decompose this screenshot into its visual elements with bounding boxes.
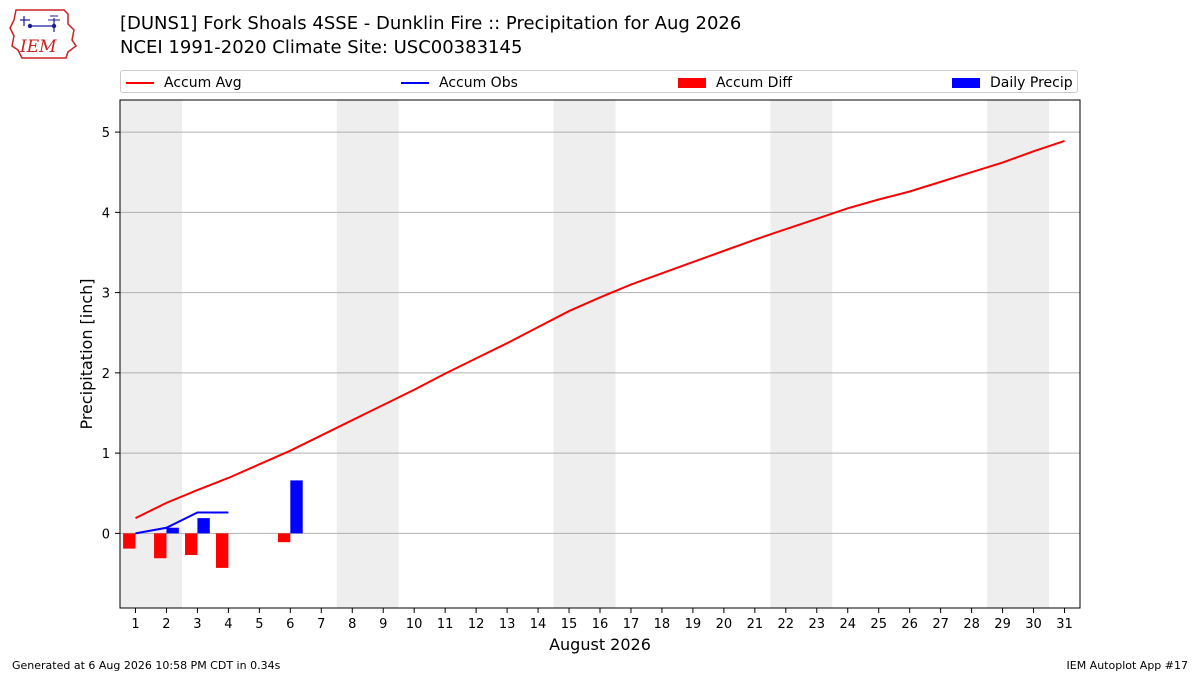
legend-swatch-accum-avg xyxy=(126,81,154,84)
x-tick-label-29: 29 xyxy=(994,617,1011,632)
app-credit: IEM Autoplot App #17 xyxy=(1066,659,1189,672)
generated-timestamp: Generated at 6 Aug 2026 10:58 PM CDT in … xyxy=(12,659,281,672)
x-tick-label-10: 10 xyxy=(406,617,423,632)
svg-text:IEM: IEM xyxy=(19,37,57,57)
x-tick-label-25: 25 xyxy=(870,617,887,632)
x-tick-label-20: 20 xyxy=(716,617,733,632)
accum-diff-bar-1 xyxy=(123,533,136,549)
x-tick-label-21: 21 xyxy=(747,617,764,632)
x-tick-label-3: 3 xyxy=(193,617,201,632)
x-tick-label-16: 16 xyxy=(592,617,609,632)
x-tick-label-14: 14 xyxy=(530,617,547,632)
daily-precip-bar-2 xyxy=(166,527,179,534)
chart-subtitle: NCEI 1991-2020 Climate Site: USC00383145 xyxy=(120,37,523,58)
x-tick-label-28: 28 xyxy=(963,617,980,632)
x-tick-label-30: 30 xyxy=(1025,617,1042,632)
daily-precip-bar-6 xyxy=(290,480,303,534)
accum-diff-bar-2 xyxy=(154,533,167,559)
x-tick-label-19: 19 xyxy=(685,617,702,632)
x-tick-label-24: 24 xyxy=(839,617,856,632)
x-tick-label-26: 26 xyxy=(901,617,918,632)
y-axis-label: Precipitation [inch] xyxy=(77,278,96,429)
legend-swatch-daily-precip xyxy=(952,77,980,88)
legend-label-accum-diff: Accum Diff xyxy=(716,74,793,91)
x-tick-label-27: 27 xyxy=(932,617,949,632)
x-tick-label-5: 5 xyxy=(255,617,263,632)
legend-label-daily-precip: Daily Precip xyxy=(990,74,1073,91)
weekend-band-5 xyxy=(987,100,1050,608)
y-tick-label-4: 4 xyxy=(102,206,110,221)
x-tick-label-9: 9 xyxy=(379,617,387,632)
daily-precip-bar-3 xyxy=(197,518,210,534)
x-tick-label-11: 11 xyxy=(437,617,454,632)
y-tick-label-5: 5 xyxy=(102,126,110,141)
x-tick-label-17: 17 xyxy=(623,617,640,632)
legend-item-accum-diff: Accum Diff xyxy=(678,71,792,94)
accum-obs-line xyxy=(135,511,229,535)
y-tick-label-2: 2 xyxy=(102,367,110,382)
y-tick-label-0: 0 xyxy=(102,527,110,542)
accum-diff-bar-6 xyxy=(277,533,291,543)
accum-avg-line xyxy=(135,139,1065,520)
x-tick-label-2: 2 xyxy=(162,617,170,632)
x-tick-label-6: 6 xyxy=(286,617,294,632)
x-tick-label-8: 8 xyxy=(348,617,356,632)
x-tick-label-22: 22 xyxy=(778,617,795,632)
legend-item-accum-obs: Accum Obs xyxy=(401,71,518,94)
legend: Accum Avg Accum Obs Accum Diff Daily Pre… xyxy=(120,70,1078,93)
accum-diff-bar-3 xyxy=(185,533,198,556)
weekend-band-3 xyxy=(553,100,616,608)
x-tick-label-13: 13 xyxy=(499,617,516,632)
legend-item-daily-precip: Daily Precip xyxy=(952,71,1073,94)
accum-diff-bar-4 xyxy=(216,533,229,568)
iem-logo: IEM xyxy=(9,9,78,59)
x-tick-label-23: 23 xyxy=(809,617,826,632)
weekend-band-4 xyxy=(770,100,833,608)
x-tick-label-12: 12 xyxy=(468,617,485,632)
x-tick-label-7: 7 xyxy=(317,617,325,632)
legend-swatch-accum-diff xyxy=(678,77,706,88)
legend-item-accum-avg: Accum Avg xyxy=(126,71,242,94)
y-tick-label-1: 1 xyxy=(102,447,110,462)
x-tick-label-31: 31 xyxy=(1056,617,1073,632)
x-tick-label-15: 15 xyxy=(561,617,578,632)
x-tick-label-4: 4 xyxy=(224,617,232,632)
x-axis-label: August 2026 xyxy=(549,635,651,654)
x-tick-label-18: 18 xyxy=(654,617,671,632)
legend-label-accum-avg: Accum Avg xyxy=(164,74,242,91)
weekend-band-2 xyxy=(336,100,399,608)
legend-swatch-accum-obs xyxy=(401,81,429,84)
legend-label-accum-obs: Accum Obs xyxy=(439,74,518,91)
chart-title: [DUNS1] Fork Shoals 4SSE - Dunklin Fire … xyxy=(120,13,742,34)
y-tick-label-3: 3 xyxy=(102,287,110,302)
weekend-band-1 xyxy=(120,100,182,608)
x-tick-label-1: 1 xyxy=(131,617,139,632)
